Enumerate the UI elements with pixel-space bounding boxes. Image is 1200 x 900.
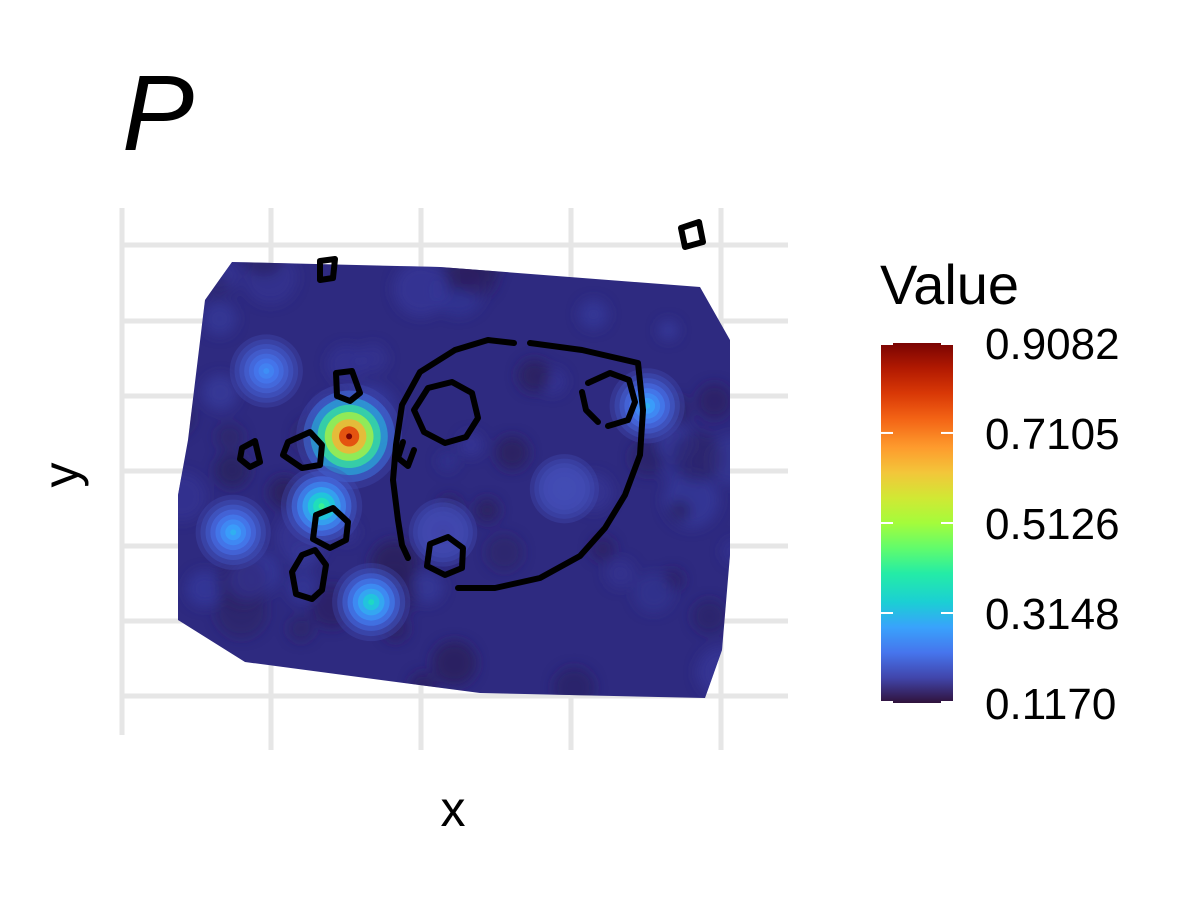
heatmap-texture-blob bbox=[475, 498, 500, 523]
heatmap-texture-blob bbox=[553, 666, 596, 698]
heatmap-texture-blob bbox=[214, 452, 250, 488]
heatmap-hotspot bbox=[195, 494, 271, 570]
heatmap-texture-blob bbox=[225, 560, 267, 602]
heatmap-texture-blob bbox=[485, 533, 524, 572]
contour-ring bbox=[424, 534, 466, 578]
heatmap-texture-blob bbox=[517, 359, 551, 393]
legend-tick-label: 0.7105 bbox=[985, 410, 1120, 459]
x-axis-label: x bbox=[441, 781, 466, 837]
heatmap-texture-blob bbox=[178, 471, 207, 522]
contour-large-loop bbox=[390, 337, 517, 561]
contour-ring bbox=[579, 370, 638, 429]
hotspot-ring bbox=[318, 503, 325, 510]
hotspot-ring bbox=[346, 433, 353, 440]
heatmap-texture-blob bbox=[590, 536, 615, 562]
heatmap-texture-blob bbox=[203, 272, 231, 300]
heatmap-texture-blob bbox=[696, 383, 730, 420]
heatmap-field bbox=[178, 262, 730, 698]
heatmap-hotspot bbox=[408, 498, 478, 567]
heatmap-texture-blob bbox=[708, 434, 730, 486]
chart-title: P bbox=[122, 52, 194, 173]
heatmap-texture-blob bbox=[668, 499, 692, 523]
legend-ticks: 0.9082 0.7105 0.5126 0.3148 0.1170 bbox=[881, 320, 1120, 729]
heatmap-texture-blob bbox=[326, 344, 366, 384]
heatmap-hotspot bbox=[229, 334, 303, 408]
heatmap-texture-blob bbox=[186, 570, 223, 607]
heatmap-texture-blob bbox=[658, 320, 679, 341]
heatmap-texture bbox=[178, 262, 730, 698]
y-axis-label: y bbox=[33, 463, 89, 488]
contour-ring bbox=[289, 547, 329, 602]
heatmap-texture-blob bbox=[242, 262, 285, 277]
heatmap-hotspot bbox=[332, 562, 411, 642]
contour-ring bbox=[317, 256, 338, 283]
contour-ring bbox=[237, 438, 263, 470]
contour-lines bbox=[237, 219, 706, 602]
heatmap-texture-blob bbox=[310, 584, 354, 629]
heatmap-texture-blob bbox=[495, 436, 529, 470]
heatmap-texture-blob bbox=[633, 572, 674, 614]
heatmap-texture-blob bbox=[288, 615, 314, 642]
contour-ring bbox=[280, 429, 325, 471]
legend-title: Value bbox=[880, 253, 1019, 316]
heatmap-texture-blob bbox=[578, 299, 609, 330]
contour-ring bbox=[411, 379, 481, 446]
heatmap-texture-blob bbox=[432, 640, 477, 686]
heatmap-texture-blob bbox=[671, 431, 723, 484]
heatmap-texture-blob bbox=[721, 538, 730, 565]
heatmap-hotspot bbox=[529, 454, 600, 524]
heatmap-texture-blob bbox=[411, 571, 444, 604]
contour-ring bbox=[310, 505, 351, 551]
legend-tick-label: 0.3148 bbox=[985, 590, 1120, 639]
heatmap-texture-blob bbox=[393, 262, 449, 317]
heatmap-texture-blob bbox=[691, 598, 727, 634]
contour-large-loop bbox=[455, 340, 646, 591]
legend-tick-label: 0.9082 bbox=[985, 320, 1120, 369]
heatmap-texture-blob bbox=[268, 476, 300, 509]
legend-tick-label: 0.5126 bbox=[985, 500, 1120, 549]
heatmap-texture-blob bbox=[605, 558, 636, 589]
hotspot-ring bbox=[263, 368, 270, 374]
heatmap-texture-blob bbox=[437, 451, 458, 472]
hotspot-ring bbox=[561, 485, 568, 492]
heatmap-texture-blob bbox=[215, 423, 244, 452]
heatmap-texture-blob bbox=[459, 262, 497, 298]
heatmap-texture-blob bbox=[202, 374, 239, 411]
hotspot-ring bbox=[439, 529, 446, 536]
hotspot-ring bbox=[368, 599, 375, 606]
hotspot-ring bbox=[230, 529, 237, 536]
legend-tick-label: 0.1170 bbox=[985, 680, 1116, 729]
contour-segment bbox=[395, 439, 417, 469]
contour-ring bbox=[333, 368, 363, 404]
heatmap-base bbox=[178, 262, 730, 698]
heatmap-texture-blob bbox=[202, 301, 237, 336]
contour-ring bbox=[678, 219, 706, 250]
heatmap-texture-blob bbox=[178, 396, 195, 438]
heatmap-hotspot bbox=[280, 465, 363, 547]
legend: Value 0.9082 0.7105 0.5126 0.3148 0.1170 bbox=[880, 253, 1120, 729]
